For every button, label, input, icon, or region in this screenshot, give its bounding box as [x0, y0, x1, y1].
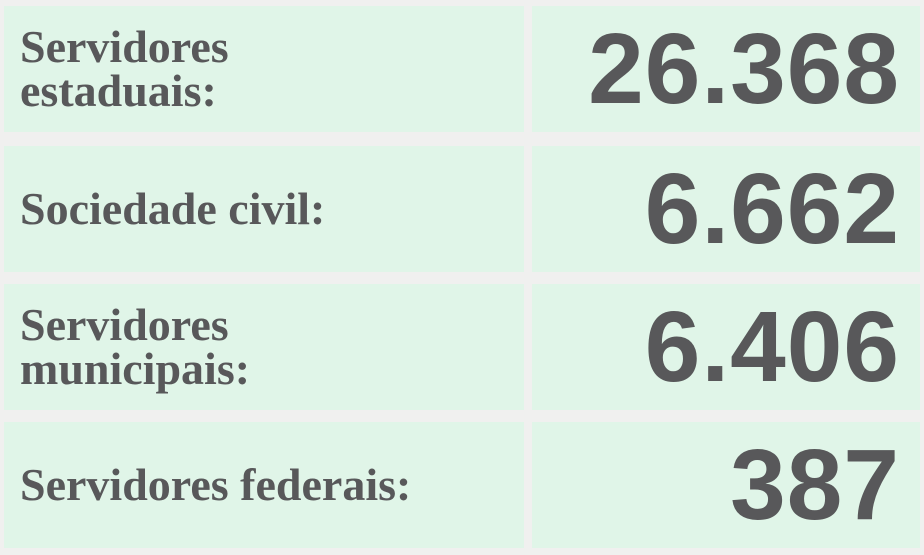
value-text: 6.662 [644, 152, 900, 265]
row-label: Servidores municipais: [4, 284, 524, 410]
row-value: 6.662 [532, 146, 920, 272]
row-label: Servidores federais: [4, 422, 524, 548]
row-value: 387 [532, 422, 920, 548]
value-text: 6.406 [644, 290, 900, 403]
label-line: Servidores [20, 299, 229, 350]
row-label: Servidores estaduais: [4, 6, 524, 132]
row-label: Sociedade civil: [4, 146, 524, 272]
label-text: Sociedade civil: [20, 183, 326, 234]
label-text: Servidores municipais: [20, 299, 251, 394]
row-value: 26.368 [532, 6, 920, 132]
row-value: 6.406 [532, 284, 920, 410]
label-line: Servidores [20, 21, 229, 72]
value-text: 387 [730, 428, 900, 541]
label-text: Servidores federais: [20, 459, 412, 510]
label-line: Servidores federais: [20, 459, 412, 510]
label-line: municipais: [20, 343, 251, 394]
value-text: 26.368 [588, 12, 900, 125]
label-line: Sociedade civil: [20, 183, 326, 234]
label-line: estaduais: [20, 65, 217, 116]
label-text: Servidores estaduais: [20, 21, 229, 116]
